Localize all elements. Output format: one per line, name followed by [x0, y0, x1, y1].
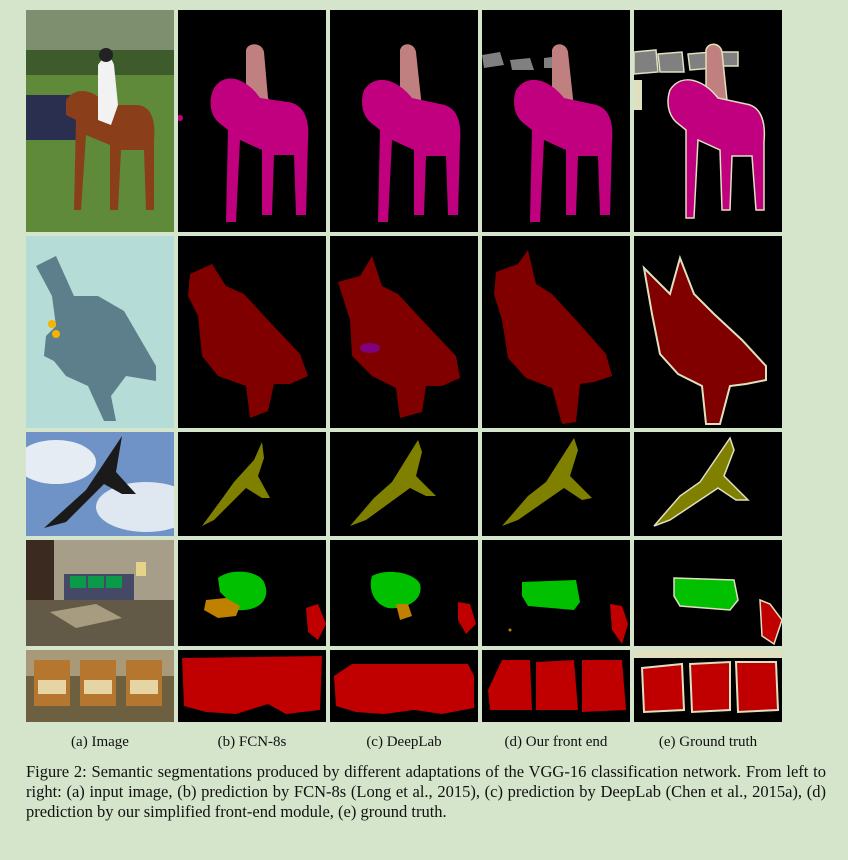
fcn8s-mask-horse — [178, 10, 326, 232]
figure-grid — [26, 10, 782, 722]
ground-truth-mask-plane — [634, 236, 782, 428]
ground-truth-mask-bird — [634, 432, 782, 536]
deeplab-mask-sofa — [330, 540, 478, 646]
ground-truth-mask-horse — [634, 10, 782, 232]
deeplab-mask-plane — [330, 236, 478, 428]
front-end-mask-sofa — [482, 540, 630, 646]
ground-truth-mask-chairs — [634, 650, 782, 722]
fcn8s-mask-sofa — [178, 540, 326, 646]
figure-row-bird — [26, 432, 782, 536]
front-end-mask-bird — [482, 432, 630, 536]
input-image-chairs — [26, 650, 174, 722]
deeplab-mask-bird — [330, 432, 478, 536]
column-labels: (a) Image (b) FCN-8s (c) DeepLab (d) Our… — [26, 734, 782, 754]
fcn8s-mask-bird — [178, 432, 326, 536]
fcn8s-mask-chairs — [178, 650, 326, 722]
fcn8s-mask-plane — [178, 236, 326, 428]
column-label-ground-truth: (e) Ground truth — [634, 734, 782, 751]
column-label-image: (a) Image — [26, 734, 174, 751]
deeplab-mask-chairs — [330, 650, 478, 722]
column-label-fcn8s: (b) FCN-8s — [178, 734, 326, 751]
input-image-horse — [26, 10, 174, 232]
column-label-front-end: (d) Our front end — [482, 734, 630, 751]
front-end-mask-horse — [482, 10, 630, 232]
figure-row-horse — [26, 10, 782, 232]
front-end-mask-chairs — [482, 650, 630, 722]
figure-caption: Figure 2: Semantic segmentations produce… — [26, 762, 826, 822]
figure-row-sofa — [26, 540, 782, 646]
figure-row-plane — [26, 236, 782, 428]
deeplab-mask-horse — [330, 10, 478, 232]
input-image-sofa — [26, 540, 174, 646]
input-image-bird — [26, 432, 174, 536]
input-image-plane — [26, 236, 174, 428]
column-label-deeplab: (c) DeepLab — [330, 734, 478, 751]
front-end-mask-plane — [482, 236, 630, 428]
figure-row-chairs — [26, 650, 782, 722]
ground-truth-mask-sofa — [634, 540, 782, 646]
